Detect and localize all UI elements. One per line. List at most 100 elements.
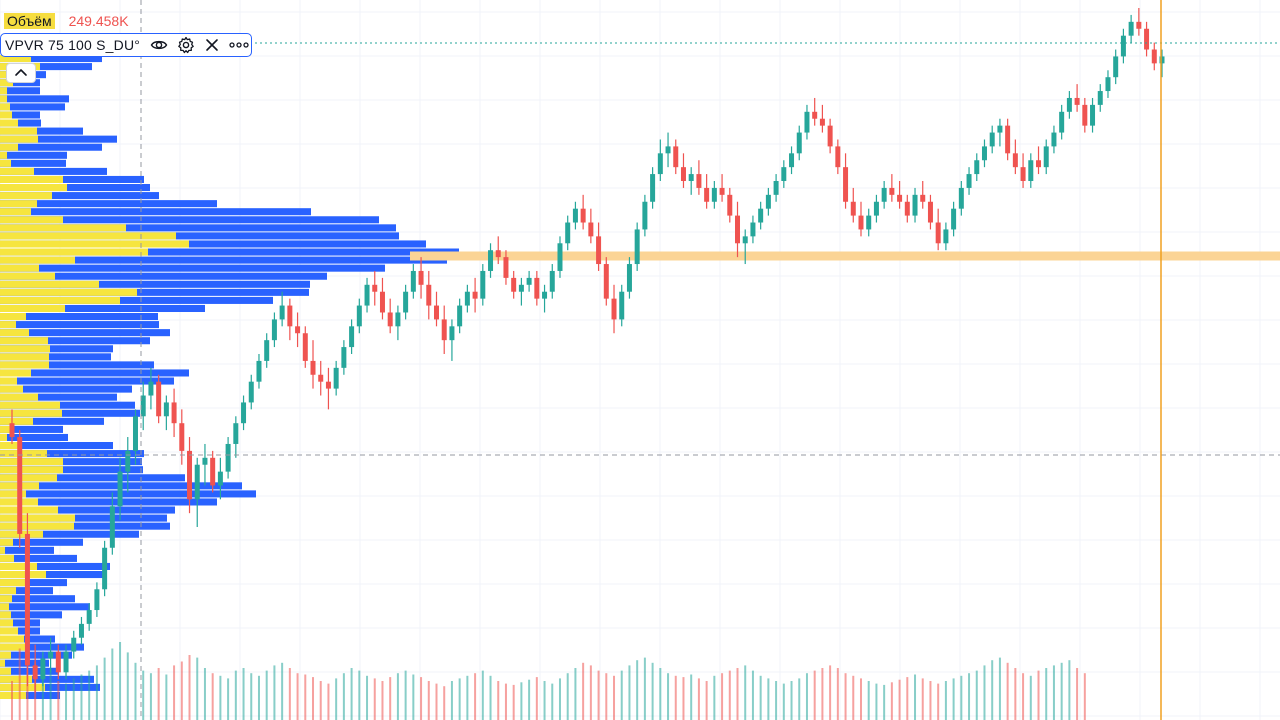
candle-body: [819, 118, 825, 126]
candle-body: [873, 201, 879, 216]
profile-bar-down: [0, 401, 135, 409]
profile-bar-up: [0, 135, 38, 143]
volume-bar: [767, 678, 770, 720]
volume-bar: [49, 668, 52, 720]
volume-bar: [944, 681, 947, 720]
volume-bar: [18, 648, 21, 720]
profile-bar-down: [0, 627, 40, 635]
volume-bar: [975, 670, 978, 720]
profile-bar-up: [0, 288, 137, 296]
profile-bar-down: [0, 337, 150, 345]
candle-body: [225, 443, 231, 472]
profile-bar-down: [0, 95, 69, 103]
candle-body: [318, 374, 324, 382]
profile-bar-up: [0, 675, 32, 683]
candle-body: [217, 471, 223, 486]
profile-bar-down: [0, 248, 459, 256]
candle-body: [279, 305, 285, 320]
volume-bar: [829, 665, 832, 720]
volume-legend: Объём 249.458K: [4, 10, 129, 32]
volume-bar: [883, 684, 886, 720]
volume-bar: [72, 678, 75, 720]
profile-bar-up: [0, 55, 31, 63]
candle-body: [997, 125, 1003, 133]
profile-bar-up: [0, 329, 29, 337]
volume-bar: [366, 675, 369, 720]
profile-bar-down: [0, 232, 399, 240]
profile-bar-down: [0, 425, 63, 433]
volume-bar: [265, 670, 268, 720]
volume-bar: [528, 679, 531, 720]
candle-body: [495, 250, 501, 258]
close-icon[interactable]: [204, 34, 220, 56]
candle-body: [557, 243, 563, 271]
volume-bar: [142, 670, 145, 720]
candle-body: [488, 250, 494, 271]
volume-bar: [435, 683, 438, 720]
profile-bar-down: [0, 184, 150, 192]
profile-bar-down: [0, 554, 77, 562]
candle-body: [827, 125, 833, 147]
candle-body: [241, 402, 247, 424]
eye-icon[interactable]: [150, 34, 168, 56]
volume-bar: [960, 675, 963, 720]
volume-bar: [242, 668, 245, 720]
candle-body: [1128, 21, 1134, 36]
volume-bar: [512, 684, 515, 720]
candle-body: [812, 111, 818, 119]
candle-body: [310, 360, 316, 375]
candle-body: [387, 312, 393, 327]
candle-body: [897, 194, 903, 202]
gear-icon[interactable]: [177, 34, 195, 56]
volume-bar: [288, 668, 291, 720]
volume-bar: [234, 670, 237, 720]
profile-bar-down: [0, 135, 117, 143]
profile-bar-up: [0, 409, 62, 417]
volume-bar: [504, 683, 507, 720]
profile-bar-down: [0, 603, 90, 611]
candle-body: [71, 637, 77, 652]
volume-bar: [65, 683, 68, 720]
indicator-legend[interactable]: VPVR 75 100 S_DU°: [0, 33, 252, 57]
volume-bar: [574, 668, 577, 720]
candle-body: [935, 222, 941, 244]
candle-body: [1059, 111, 1065, 133]
candle-body: [333, 367, 339, 389]
volume-bar: [983, 665, 986, 720]
indicator-name[interactable]: VPVR 75 100 S_DU°: [5, 37, 141, 53]
profile-bar-down: [0, 369, 189, 377]
volume-bar: [968, 673, 971, 720]
volume-bar: [111, 648, 114, 720]
volume-bar: [705, 681, 708, 720]
candle-body: [634, 229, 640, 265]
profile-bar-down: [0, 458, 142, 466]
candle-body: [1144, 28, 1150, 50]
candle-body: [372, 284, 378, 292]
volume-bar: [497, 681, 500, 720]
candle-body: [457, 305, 463, 327]
chevron-up-icon[interactable]: [6, 63, 36, 83]
volume-bar: [227, 678, 230, 720]
candle-body: [1151, 49, 1157, 64]
profile-bar-down: [0, 151, 67, 159]
profile-bar-up: [0, 377, 17, 385]
candle-body: [1066, 97, 1072, 112]
volume-bar: [736, 668, 739, 720]
volume-bar: [643, 657, 646, 720]
profile-bar-down: [0, 224, 396, 232]
candle-body: [9, 423, 15, 438]
volume-bar: [651, 662, 654, 720]
profile-bar-up: [0, 151, 7, 159]
volume-bar: [1045, 668, 1048, 720]
candle-body: [109, 506, 115, 548]
candle-body: [688, 174, 694, 181]
more-icon[interactable]: [229, 34, 249, 56]
volume-bar: [582, 662, 585, 720]
candle-body: [102, 547, 108, 590]
volume-bar: [134, 662, 137, 720]
volume-bar: [1022, 673, 1025, 720]
profile-bar-up: [0, 522, 74, 530]
candle-body: [48, 651, 54, 659]
